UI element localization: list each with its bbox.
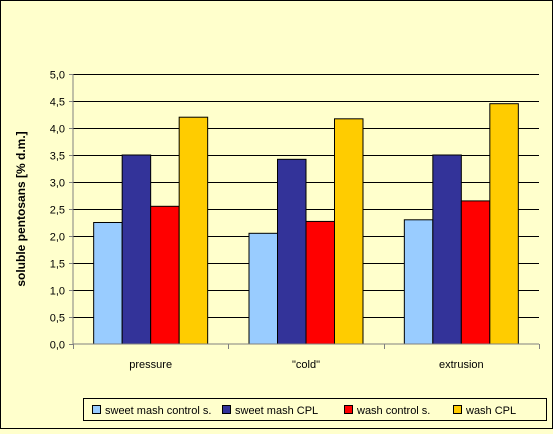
bar [178,116,209,345]
x-tick-label: "cold" [292,359,320,371]
legend-label: wash control s. [356,405,430,417]
y-tick-label: 1,5 [50,259,65,271]
y-tick-label: 0,0 [50,340,65,352]
y-tick-label: 2,0 [50,232,65,244]
legend-label: sweet mash CPL [235,405,318,417]
y-tick-labels: 0,0 0,5 1,0 1,5 2,0 2,5 3,0 3,5 4,0 4,5 5,0 [50,70,65,352]
bar [489,103,519,345]
bar [150,205,180,345]
bar [334,118,364,345]
bar [277,158,307,345]
y-tick-label: 3,0 [50,178,65,190]
legend-label: wash CPL [465,405,516,417]
legend: sweet mash control s. sweet mash CPL wash … [83,398,547,421]
legend-swatch [222,405,231,414]
y-tick-label: 0,5 [50,313,65,325]
y-tick-label: 3,5 [50,151,65,163]
x-tick-labels: pressure "cold" extrusion [129,359,483,371]
x-tick-label: pressure [129,359,172,371]
x-tick-label: extrusion [439,359,484,371]
bar [403,219,434,345]
bar [460,200,491,345]
y-tick-label: 5,0 [50,70,65,82]
legend-items: sweet mash control s. sweet mash CPL wash … [92,405,516,417]
legend-label: sweet mash control s. [105,405,211,417]
axes [72,74,539,345]
bar [305,220,335,345]
bar [248,232,278,345]
legend-swatch [92,405,101,414]
y-tick-label: 4,0 [50,124,65,136]
bar [93,222,123,345]
bar [121,154,152,345]
legend-box [83,398,547,421]
legend-swatch [453,405,462,414]
y-tick-label: 2,5 [50,205,65,217]
y-tick-label: 1,0 [50,286,65,298]
y-axis-title: soluble pentosans [% d.m.] [14,131,28,286]
bar [432,154,462,345]
bars [93,103,519,345]
legend-swatch [344,405,353,414]
y-tick-label: 4,5 [50,97,65,109]
